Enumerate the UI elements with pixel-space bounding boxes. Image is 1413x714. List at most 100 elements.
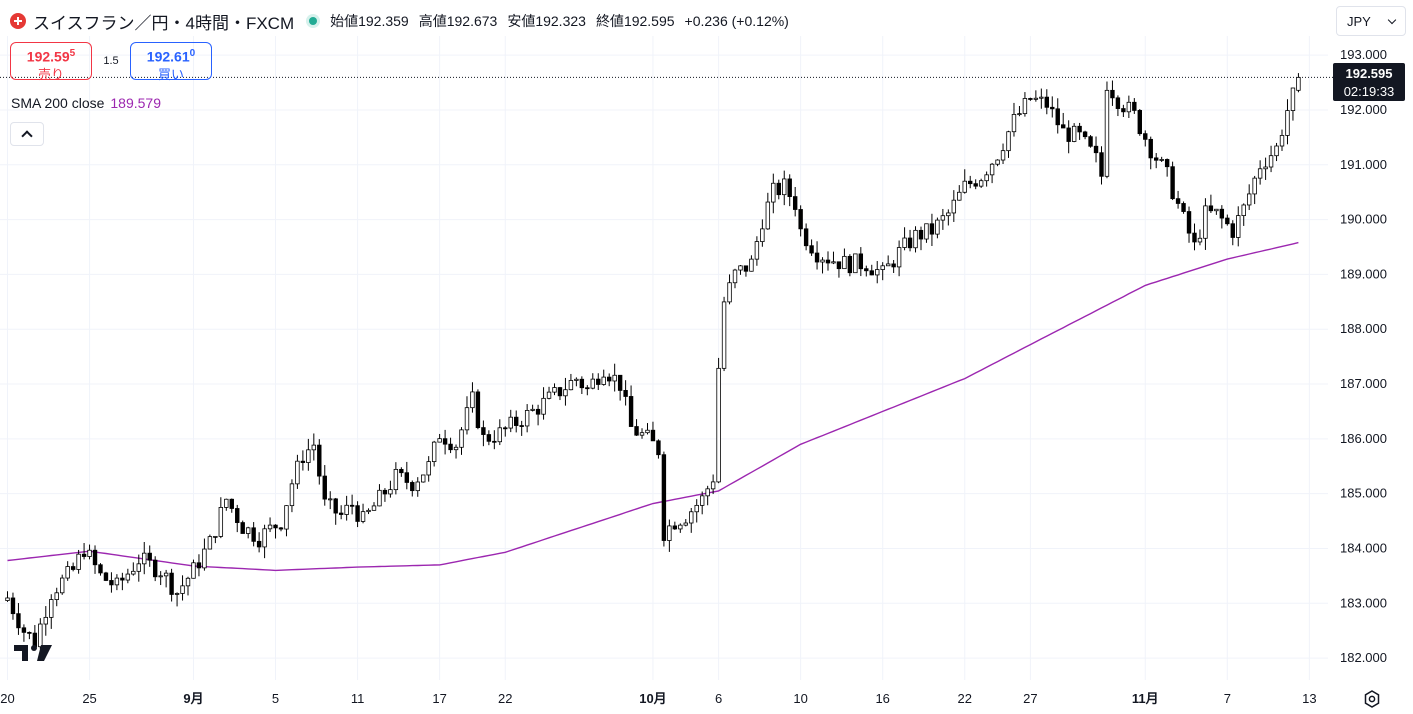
time-tick-label: 11月 (1132, 691, 1159, 706)
candle-body (798, 209, 803, 230)
candle-body (705, 488, 710, 497)
candle-body (1028, 98, 1033, 100)
candle-body (749, 258, 754, 272)
candle-body (519, 425, 524, 427)
currency-selector[interactable]: JPY (1336, 6, 1406, 36)
swiss-flag-icon (10, 13, 26, 29)
candle-body (585, 387, 590, 390)
candle-body (136, 563, 141, 572)
candle-body (1192, 232, 1197, 243)
candle-body (448, 443, 453, 451)
candle-body (1268, 155, 1274, 168)
price-tick-label: 193.000 (1340, 47, 1387, 62)
candle-body (667, 525, 672, 541)
candle-body (1104, 89, 1110, 177)
candle-body (196, 562, 202, 569)
candle-body (421, 474, 426, 483)
candle-body (601, 376, 606, 385)
sma-legend[interactable]: SMA 200 close 189.579 (11, 95, 161, 111)
price-axis[interactable]: 182.000 183.000 184.000 185.000 186.000 187.0… (1340, 47, 1387, 665)
candle-body (355, 505, 360, 522)
collapse-legend-button[interactable] (10, 122, 44, 146)
candle-body (366, 509, 371, 513)
candle-body (508, 416, 513, 429)
price-tick-label: 191.000 (1340, 157, 1387, 172)
candle-body (377, 489, 382, 507)
market-open-status-icon[interactable] (306, 14, 321, 28)
candle-body (235, 508, 240, 523)
candle-body (541, 397, 546, 415)
candle-body (935, 219, 940, 235)
sell-button[interactable]: 192.595 売り (10, 42, 92, 82)
chevron-down-icon (1387, 15, 1397, 25)
open-label: 始値 (330, 13, 359, 29)
candle-body (645, 429, 650, 434)
candle-body (678, 524, 683, 530)
candle-body (1214, 208, 1219, 212)
candle-body (623, 390, 628, 397)
candle-body (388, 489, 393, 495)
candle-body (317, 444, 322, 477)
candle-body (240, 522, 245, 534)
candle-body (913, 229, 918, 249)
candle-body (978, 180, 984, 187)
candle-body (404, 472, 410, 483)
candle-body (1197, 237, 1203, 243)
candle-body (1071, 125, 1077, 142)
candle-body (716, 367, 721, 483)
candle-body (1088, 136, 1093, 147)
currency-label: JPY (1347, 13, 1371, 29)
gear-icon[interactable] (1361, 688, 1383, 710)
candle-body (1246, 193, 1252, 206)
time-axis[interactable]: 20 25 9月 5 11 17 22 10月 6 10 16 22 27 11月 7 13 (0, 691, 1316, 706)
candle-body (1126, 101, 1132, 113)
candle-body (557, 387, 563, 397)
candle-body (563, 389, 568, 397)
price-tick-label: 190.000 (1340, 212, 1387, 227)
price-tick-label: 187.000 (1340, 376, 1387, 391)
candle-body (1039, 96, 1044, 99)
candle-body (481, 427, 486, 435)
candle-body (224, 498, 229, 508)
candle-body (464, 407, 470, 431)
price-tick-label: 184.000 (1340, 540, 1387, 555)
sell-label: 売り (37, 66, 64, 82)
candle-body (426, 461, 431, 476)
candle-body (415, 481, 420, 492)
candle-body (27, 631, 32, 634)
buy-price-sup: 0 (189, 48, 196, 59)
candle-body (54, 592, 59, 600)
last-price-label: 192.595 02:19:33 (1333, 63, 1405, 101)
candle-body (131, 570, 136, 575)
tradingview-logo-icon[interactable] (14, 643, 54, 663)
sma-value: 189.579 (110, 95, 161, 111)
price-tick-label: 188.000 (1340, 321, 1387, 336)
candle-body (535, 408, 541, 415)
time-tick-label: 20 (0, 691, 14, 706)
candle-body (382, 489, 388, 495)
candle-body (306, 449, 311, 463)
buy-button[interactable]: 192.610 買い (130, 42, 212, 82)
candle-body (1022, 98, 1028, 115)
candle-body (661, 454, 667, 541)
candle-body (656, 440, 661, 456)
candle-body (803, 228, 809, 247)
candle-body (929, 223, 935, 235)
time-tick-label: 22 (958, 691, 972, 706)
candle-body (49, 599, 54, 618)
candle-body (1044, 96, 1049, 108)
candle-body (158, 575, 163, 578)
candle-body (267, 524, 273, 530)
candle-body (5, 597, 10, 601)
candle-body (1082, 131, 1088, 138)
candle-body (639, 432, 645, 436)
symbol-title[interactable]: スイスフラン／円・4時間・FXCM (33, 13, 295, 33)
candle-body (880, 265, 885, 270)
candle-body (399, 468, 404, 474)
candle-body (847, 255, 853, 274)
candle-body (721, 301, 727, 369)
candle-body (683, 522, 688, 526)
candle-body (1208, 205, 1214, 212)
candle-body (732, 269, 738, 284)
